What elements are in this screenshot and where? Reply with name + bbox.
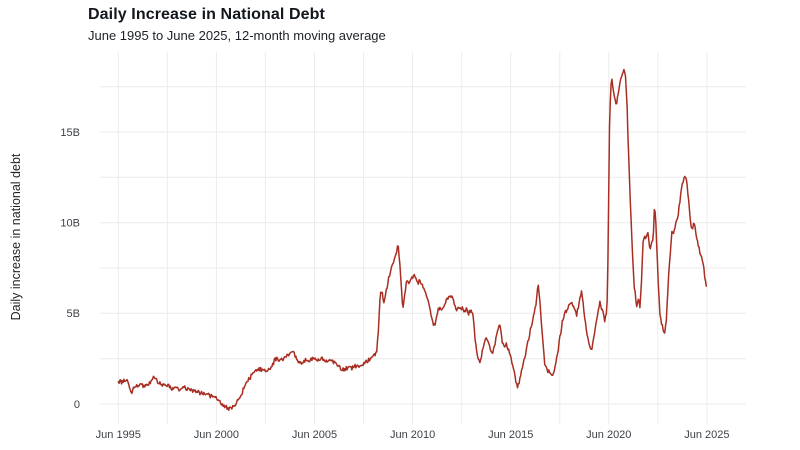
- x-tick-label: Jun 1995: [96, 429, 141, 441]
- x-tick-label: Jun 2015: [488, 429, 533, 441]
- x-tick-label: Jun 2010: [390, 429, 435, 441]
- chart-subtitle: June 1995 to June 2025, 12-month moving …: [88, 28, 386, 43]
- y-tick-labels: 0 5B 10B 15B: [60, 127, 80, 411]
- chart-title: Daily Increase in National Debt: [88, 6, 325, 23]
- y-tick-label: 0: [74, 399, 80, 411]
- y-tick-label: 5B: [67, 308, 80, 320]
- x-tick-label: Jun 2005: [292, 429, 337, 441]
- y-axis-title: Daily increase in national debt: [9, 153, 23, 321]
- debt-series-line: [117, 68, 708, 411]
- x-tick-labels: Jun 1995 Jun 2000 Jun 2005 Jun 2010 Jun 2015…: [96, 429, 730, 441]
- x-gridlines: [117, 52, 708, 425]
- x-tick-label: Jun 2000: [194, 429, 239, 441]
- x-tick-label: Jun 2020: [586, 429, 631, 441]
- x-tick-label: Jun 2025: [684, 429, 729, 441]
- y-tick-label: 10B: [60, 218, 80, 230]
- y-tick-label: 15B: [60, 127, 80, 139]
- y-gridlines: [100, 86, 746, 405]
